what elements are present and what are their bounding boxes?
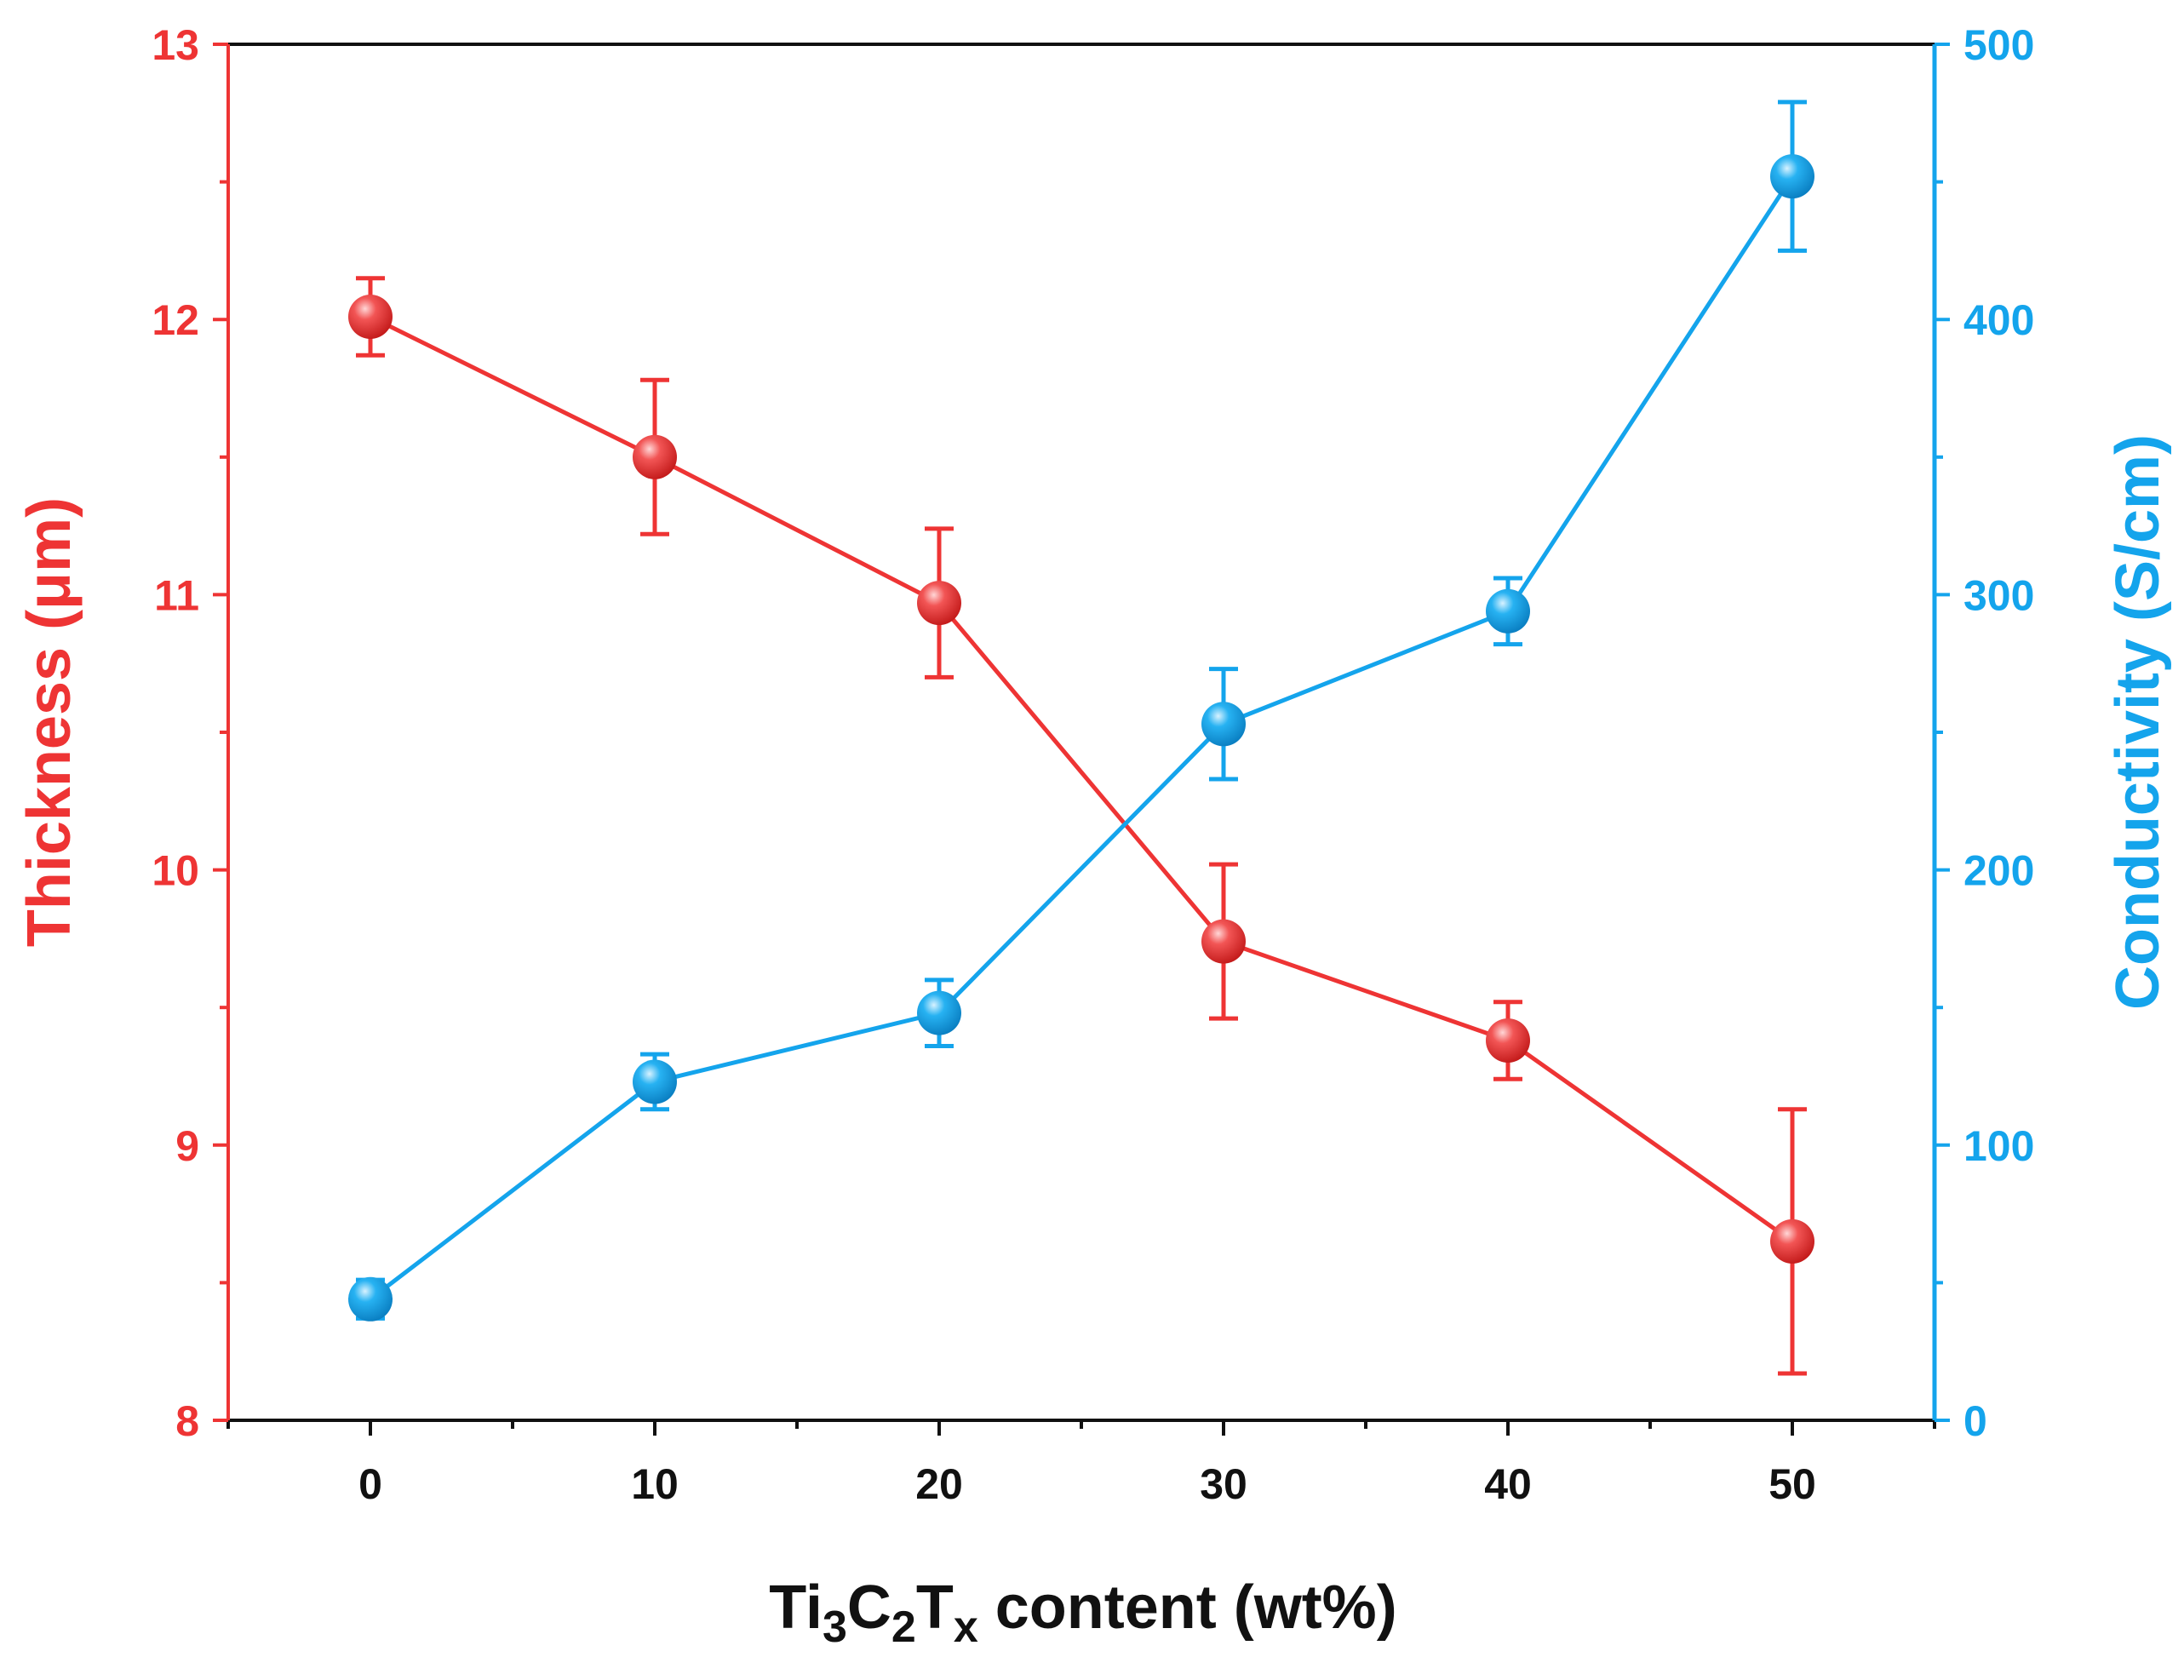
x-tick-label: 0 bbox=[358, 1460, 382, 1508]
x-tick-label: 40 bbox=[1484, 1460, 1532, 1508]
y-right-tick-label: 0 bbox=[1963, 1397, 1987, 1445]
plot-area bbox=[348, 100, 1814, 1376]
conductivity-point bbox=[1486, 588, 1530, 634]
x-axis-title: Ti3C2Tx content (wt%) bbox=[769, 1574, 1396, 1652]
y-right-tick-label: 100 bbox=[1963, 1122, 2034, 1170]
thickness-line bbox=[369, 314, 1794, 1243]
y-axis-right-title: Conductivity (S/cm) bbox=[2104, 434, 2172, 1010]
y-left-tick-label: 10 bbox=[152, 847, 199, 895]
y-left-tick-label: 9 bbox=[175, 1122, 199, 1170]
y-left-tick-label: 12 bbox=[152, 296, 199, 344]
x-tick-label: 20 bbox=[915, 1460, 963, 1508]
y-right-tick-label: 500 bbox=[1963, 21, 2034, 69]
y-left-tick-label: 13 bbox=[152, 21, 199, 69]
x-tick-label: 30 bbox=[1200, 1460, 1247, 1508]
conductivity-point bbox=[633, 1059, 677, 1104]
conductivity-point bbox=[1770, 154, 1814, 199]
thickness-point bbox=[1486, 1018, 1530, 1063]
thickness-point bbox=[1201, 919, 1246, 964]
conductivity-line bbox=[369, 175, 1795, 1301]
y-left-tick-label: 11 bbox=[154, 571, 199, 619]
thickness-point bbox=[1770, 1218, 1814, 1264]
thickness-point bbox=[917, 581, 961, 626]
conductivity-point bbox=[348, 1276, 393, 1322]
y-right-tick-label: 300 bbox=[1963, 571, 2034, 619]
thickness-point bbox=[633, 434, 677, 479]
x-tick-label: 50 bbox=[1768, 1460, 1816, 1508]
conductivity-point bbox=[917, 990, 961, 1035]
y-right-tick-label: 200 bbox=[1963, 847, 2034, 895]
y-axis-left-title: Thickness (μm) bbox=[15, 497, 83, 947]
x-tick-label: 10 bbox=[631, 1460, 679, 1508]
axes: 0 10 20 30 40 50 8 9 10 11 12 13 0 100 200 300 400 500 bbox=[152, 21, 2034, 1508]
thickness-point bbox=[348, 294, 393, 339]
conductivity-point bbox=[1201, 702, 1246, 747]
y-right-tick-label: 400 bbox=[1963, 296, 2034, 344]
y-left-tick-label: 8 bbox=[175, 1397, 199, 1445]
